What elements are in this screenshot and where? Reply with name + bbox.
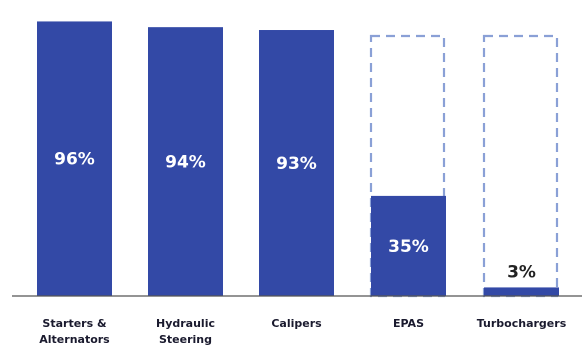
bar-turbochargers [484, 287, 559, 296]
value-label-hydraulic-steering: 94% [165, 153, 206, 173]
value-label-calipers: 93% [276, 154, 317, 174]
category-label-turbochargers: Turbochargers [477, 317, 567, 330]
value-label-turbochargers: 3% [507, 262, 536, 282]
potential-outlines [369, 34, 559, 298]
bar-calipers [259, 30, 334, 297]
bar-hydraulic-steering [148, 27, 223, 296]
value-labels: 96% 94% 93% 35% 3% [54, 150, 536, 283]
category-label-epas: EPAS [393, 317, 424, 330]
bars [37, 21, 559, 297]
potential-outline-turbochargers [482, 34, 559, 298]
bar-epas [371, 195, 446, 296]
category-label-hydraulic-steering: Hydraulic Steering [156, 317, 215, 346]
bar-starters-alternators [37, 21, 112, 296]
potential-outline-epas [369, 34, 446, 298]
category-labels: Starters & Alternators Hydraulic Steering Ca… [39, 317, 566, 346]
value-label-epas: 35% [388, 237, 429, 257]
value-label-starters-alternators: 96% [54, 150, 95, 170]
category-label-calipers: Calipers [271, 317, 322, 330]
category-label-starters-alternators: Starters & Alternators [39, 317, 110, 346]
